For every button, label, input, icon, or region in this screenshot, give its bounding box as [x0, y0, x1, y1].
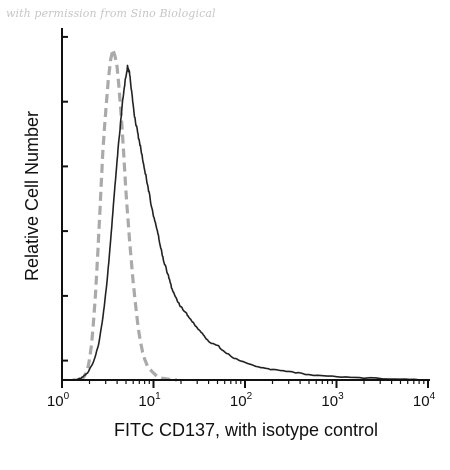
x-axis-title: FITC CD137, with isotype control: [114, 420, 378, 440]
x-tick-label: 100: [47, 391, 70, 410]
series-line-1: [79, 47, 177, 382]
series-line-2: [61, 64, 428, 381]
x-tick-labels: 100 101 102 103 104: [47, 391, 436, 410]
x-tick-label: 104: [413, 391, 436, 410]
x-tick-label: 103: [321, 391, 344, 410]
y-axis-title: Relative Cell Number: [22, 111, 42, 281]
x-tick-label: 102: [230, 391, 253, 410]
x-tick-label: 101: [138, 391, 161, 410]
y-ticks: [62, 35, 68, 362]
x-ticks: [61, 380, 429, 388]
watermark: with permission from Sino Biological: [6, 7, 216, 20]
plot-lines: [61, 47, 428, 382]
